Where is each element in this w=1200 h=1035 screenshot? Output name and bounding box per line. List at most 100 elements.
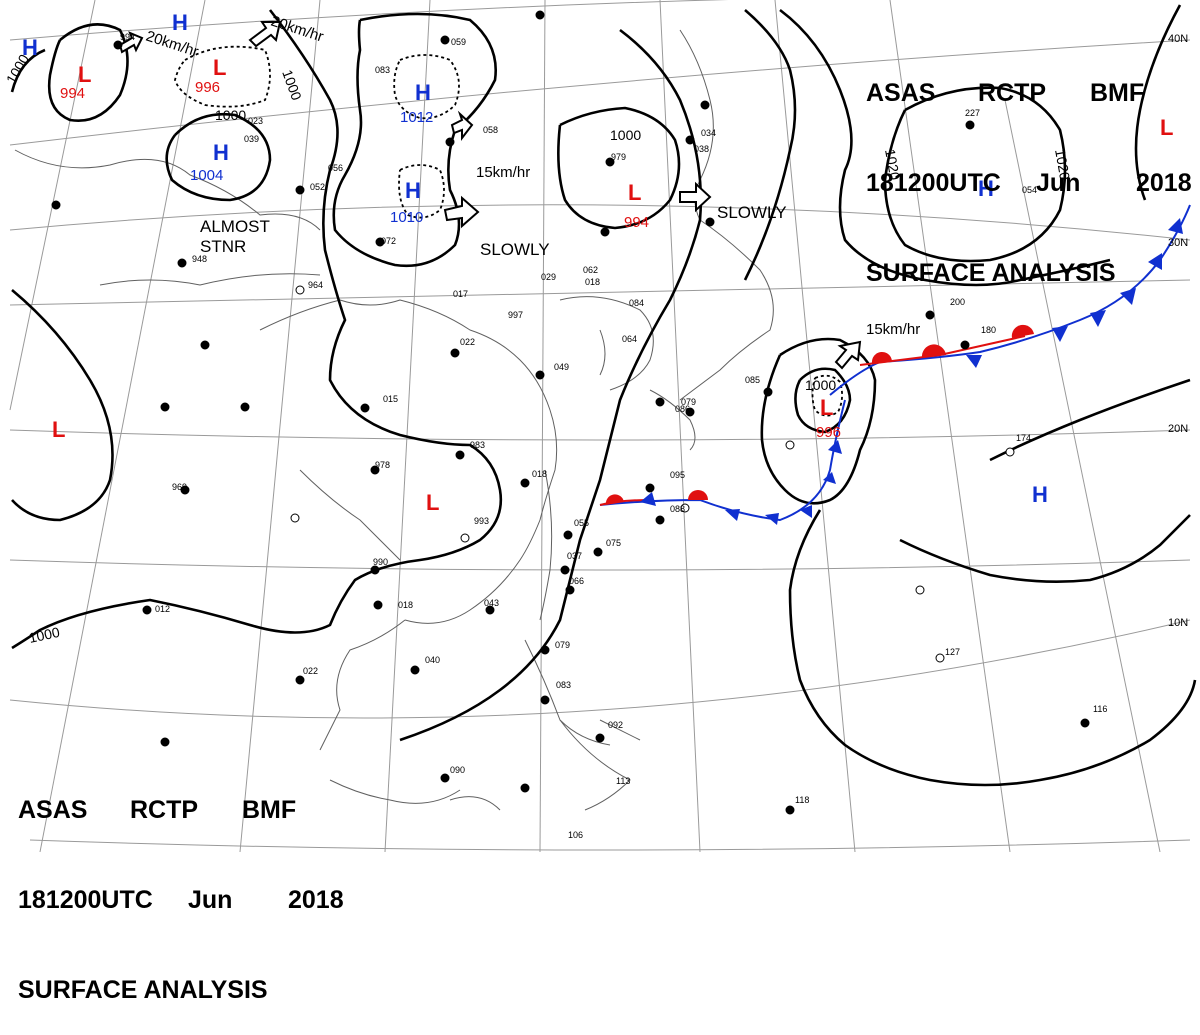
station-pressure-value: 086 bbox=[675, 404, 690, 414]
low-center-symbol: L bbox=[628, 180, 641, 205]
weather-map: 994 023 052 948 964 017 997 022 029 018 015 983 978 9… bbox=[2, 0, 1197, 1004]
station-pressure-value: 075 bbox=[606, 538, 621, 548]
lat-label-40n: 40N bbox=[1168, 33, 1188, 45]
header-station: RCTP bbox=[130, 796, 199, 824]
low-center-symbol: L bbox=[426, 490, 439, 515]
station-pressure-value: 018 bbox=[398, 600, 413, 610]
station-pressure-value: 979 bbox=[611, 152, 626, 162]
station-pressure-value: 200 bbox=[950, 297, 965, 307]
low-center-value: 994 bbox=[60, 85, 85, 102]
isobar-label: 1000 bbox=[215, 107, 246, 123]
station-pressure-value: 049 bbox=[554, 362, 569, 372]
station-pressure-value: 038 bbox=[694, 144, 709, 154]
station-pressure-value: 015 bbox=[383, 394, 398, 404]
station-pressure-value: 022 bbox=[460, 337, 475, 347]
low-center-symbol: L bbox=[78, 62, 91, 87]
high-center-symbol: H bbox=[1032, 482, 1048, 507]
high-center-value: 1004 bbox=[190, 167, 223, 184]
header-source: ASAS bbox=[18, 796, 88, 824]
pressure-centers: H H L 994 L 996 H 1004 H 1012 H 1010 L 9… bbox=[22, 10, 1173, 515]
high-center-symbol: H bbox=[978, 176, 994, 201]
high-center-symbol: H bbox=[405, 178, 421, 203]
fronts bbox=[599, 204, 1191, 525]
low-center-value: 996 bbox=[816, 424, 841, 441]
station-pressure-value: 088 bbox=[670, 504, 685, 514]
station-pressure-value: 092 bbox=[608, 720, 623, 730]
header-top-right: ASAS RCTP BMF 181200UTC Jun 2018 SURFACE ANA… bbox=[866, 18, 1192, 318]
motion-label: STNR bbox=[200, 237, 246, 256]
header-year: 2018 bbox=[288, 886, 344, 914]
station-values: 994 023 052 948 964 017 997 022 029 018 015 983 978 9… bbox=[120, 32, 1107, 840]
header-month: Jun bbox=[1036, 169, 1081, 197]
isobar-label: 1020 bbox=[882, 148, 903, 182]
motion-label: SLOWLY bbox=[717, 203, 787, 222]
isobar-label: 1000 bbox=[27, 624, 61, 646]
motion-label: 15km/hr bbox=[476, 164, 530, 181]
header-time: 181200UTC bbox=[18, 886, 153, 914]
station-pressure-value: 227 bbox=[965, 108, 980, 118]
station-pressure-value: 043 bbox=[484, 598, 499, 608]
station-pressure-value: 039 bbox=[244, 134, 259, 144]
station-pressure-value: 095 bbox=[670, 470, 685, 480]
station-pressure-value: 085 bbox=[745, 375, 760, 385]
station-pressure-value: 084 bbox=[629, 298, 644, 308]
motion-label: ALMOST bbox=[200, 217, 270, 236]
high-center-symbol: H bbox=[22, 35, 38, 60]
station-pressure-value: 978 bbox=[375, 460, 390, 470]
high-center-value: 1012 bbox=[400, 109, 433, 126]
map-canvas: 994 023 052 948 964 017 997 022 029 018 015 983 978 9… bbox=[2, 0, 1197, 852]
header-bottom-left: ASAS RCTP BMF 181200UTC Jun 2018 SURFACE ANA… bbox=[18, 735, 344, 1035]
station-pressure-value: 113 bbox=[616, 776, 630, 786]
station-pressure-value: 083 bbox=[556, 680, 571, 690]
low-center-symbol: L bbox=[820, 395, 833, 420]
motion-label: SLOWLY bbox=[480, 240, 550, 259]
lat-label-20n: 20N bbox=[1168, 423, 1188, 435]
header-month: Jun bbox=[188, 886, 233, 914]
header-code: BMF bbox=[1090, 79, 1145, 107]
station-pressure-value: 174 bbox=[1016, 433, 1031, 443]
station-pressure-value: 037 bbox=[567, 551, 582, 561]
lat-label-10n: 10N bbox=[1168, 617, 1188, 629]
isobar-label: 1000 bbox=[610, 127, 641, 143]
station-markers bbox=[51, 10, 1090, 815]
high-center-symbol: H bbox=[172, 10, 188, 35]
isobar-label: 1020 bbox=[1052, 148, 1073, 182]
station-pressure-value: 997 bbox=[508, 310, 523, 320]
station-pressure-value: 062 bbox=[583, 265, 598, 275]
high-center-symbol: H bbox=[213, 140, 229, 165]
low-center-value: 994 bbox=[624, 214, 649, 231]
header-code: BMF bbox=[242, 796, 297, 824]
station-pressure-value: 116 bbox=[1093, 704, 1107, 714]
low-center-symbol: L bbox=[213, 55, 226, 80]
isobar-label: 1000 bbox=[805, 377, 836, 393]
station-pressure-value: 079 bbox=[555, 640, 570, 650]
station-pressure-value: 064 bbox=[622, 334, 637, 344]
station-pressure-value: 058 bbox=[483, 125, 498, 135]
station-pressure-value: 993 bbox=[474, 516, 489, 526]
header-year: 2018 bbox=[1136, 169, 1192, 197]
station-pressure-value: 127 bbox=[945, 647, 960, 657]
station-pressure-value: 012 bbox=[155, 604, 170, 614]
header-source: ASAS bbox=[866, 79, 936, 107]
dotted-isobars bbox=[174, 45, 843, 417]
header-time: 181200UTC bbox=[866, 169, 1001, 197]
low-center-symbol: L bbox=[1160, 115, 1173, 140]
station-pressure-value: 990 bbox=[373, 557, 388, 567]
isobars bbox=[10, 4, 1197, 787]
station-pressure-value: 017 bbox=[453, 289, 468, 299]
station-pressure-value: 040 bbox=[425, 655, 440, 665]
station-pressure-value: 052 bbox=[310, 182, 325, 192]
header-title: SURFACE ANALYSIS bbox=[18, 976, 268, 1004]
motion-arrows bbox=[118, 21, 862, 370]
station-pressure-value: 022 bbox=[303, 666, 318, 676]
station-pressure-value: 083 bbox=[375, 65, 390, 75]
station-pressure-value: 090 bbox=[450, 765, 465, 775]
motion-label: 15km/hr bbox=[866, 321, 920, 338]
station-pressure-value: 066 bbox=[569, 576, 584, 586]
station-pressure-value: 079 bbox=[681, 397, 696, 407]
coastlines bbox=[14, 29, 774, 811]
station-pressure-value: 034 bbox=[701, 128, 716, 138]
station-pressure-value: 969 bbox=[172, 482, 187, 492]
station-pressure-value: 018 bbox=[585, 277, 600, 287]
station-pressure-value: 023 bbox=[248, 116, 263, 126]
